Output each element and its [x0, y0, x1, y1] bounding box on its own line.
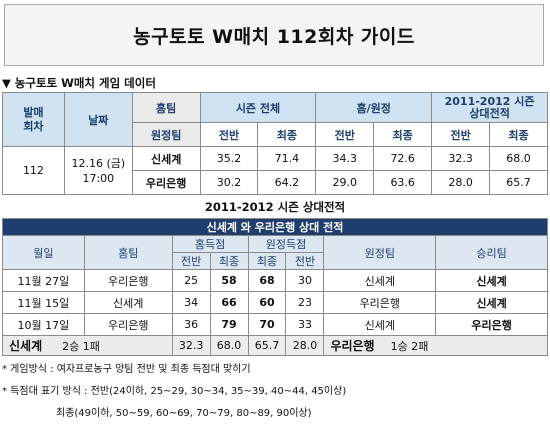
away-team-name: 우리은행 [131, 170, 201, 195]
row-away-final: 70 [247, 313, 287, 336]
summary-team-left: 신세계 [9, 339, 43, 353]
table-row: 11월 15일 신세계 34 66 60 23 우리은행 신세계 [2, 291, 548, 314]
home-h2h-final: 68.0 [489, 146, 548, 171]
row-winner: 신세계 [435, 269, 548, 292]
summary-row: 신세계 2승 1패 32.3 68.0 65.7 28.0 우리은행 1승 2패 [2, 335, 548, 356]
row-home-final: 66 [209, 291, 249, 314]
row-home-first: 25 [171, 269, 211, 292]
row-away: 우리은행 [323, 291, 437, 314]
summary-v2: 68.0 [209, 335, 249, 356]
row-winner: 우리은행 [435, 313, 548, 336]
row-home: 우리은행 [83, 313, 173, 336]
home-season-first: 35.2 [199, 146, 259, 171]
summary-v4: 28.0 [285, 335, 325, 356]
home-ha-final: 72.6 [373, 146, 433, 171]
row-date: 11월 27일 [2, 269, 85, 292]
header-h2h: 2011-2012 시즌 상대전적 [431, 92, 548, 123]
away-h2h-first: 28.0 [431, 170, 491, 195]
row-home-final: 58 [209, 269, 249, 292]
header-date: 날짜 [63, 92, 133, 147]
game-datetime: 12.16 (금) 17:00 [63, 146, 133, 195]
away-ha-first: 29.0 [315, 170, 375, 195]
row-away: 신세계 [323, 269, 437, 292]
header-season: 시즌 전체 [199, 92, 317, 123]
label-final: 최종 [209, 252, 249, 270]
away-ha-final: 63.6 [373, 170, 433, 195]
h2h-banner: 신세계 와 우리은행 상대 전적 [2, 218, 548, 236]
row-winner: 신세계 [435, 291, 548, 314]
col-winner: 승리팀 [435, 235, 548, 270]
summary-right: 우리은행 1승 2패 [323, 335, 548, 356]
summary-v3: 65.7 [247, 335, 287, 356]
col-date: 월일 [2, 235, 85, 270]
col-home: 홈팀 [83, 235, 173, 270]
notes: * 게임방식 : 여자프로농구 양팀 전반 및 최종 득점대 맞히기 * 득점대… [2, 359, 346, 425]
header-home-team: 홈팀 [131, 92, 201, 123]
away-season-final: 64.2 [257, 170, 317, 195]
row-home-first: 34 [171, 291, 211, 314]
summary-team-right: 우리은행 [330, 339, 375, 353]
game-data-table: 발매 회차 날짜 홈팀 시즌 전체 홈/원정 2011-2012 시즌 상대전적… [2, 92, 548, 195]
label-final: 최종 [373, 122, 433, 147]
row-away-final: 60 [247, 291, 287, 314]
header-home-away: 홈/원정 [315, 92, 433, 123]
row-home-final: 79 [209, 313, 249, 336]
row-away-first: 23 [285, 291, 325, 314]
label-final: 최종 [489, 122, 548, 147]
label-final: 최종 [257, 122, 317, 147]
label-first-half: 전반 [285, 252, 325, 270]
row-home: 신세계 [83, 291, 173, 314]
home-h2h-first: 32.3 [431, 146, 491, 171]
row-away: 신세계 [323, 313, 437, 336]
h2h-heading: 2011-2012 시즌 상대전적 [204, 200, 346, 214]
summary-left: 신세계 2승 1패 [2, 335, 173, 356]
label-final: 최종 [247, 252, 287, 270]
row-away-first: 30 [285, 269, 325, 292]
away-season-first: 30.2 [199, 170, 259, 195]
game-date: 12.16 (금) [71, 156, 126, 170]
row-date: 10월 17일 [2, 313, 85, 336]
game-data-heading: ▼ 농구토토 W매치 게임 데이터 [2, 76, 156, 90]
note-score-format: * 득점대 표기 방식 : 전반(24이하, 25~29, 30~34, 35~… [2, 386, 347, 397]
h2h-table: 신세계 와 우리은행 상대 전적 월일 홈팀 홈득점 원정득점 원정팀 승리팀 … [2, 218, 548, 356]
header-away-team: 원정팀 [131, 122, 201, 147]
row-away-first: 33 [285, 313, 325, 336]
game-time: 17:00 [82, 171, 115, 185]
label-first-half: 전반 [171, 252, 211, 270]
page-title: 농구토토 W매치 112회차 가이드 [4, 4, 544, 66]
summary-v1: 32.3 [171, 335, 211, 356]
label-first-half: 전반 [315, 122, 375, 147]
home-season-final: 71.4 [257, 146, 317, 171]
col-home-score: 홈득점 [171, 235, 249, 253]
label-first-half: 전반 [199, 122, 259, 147]
col-away: 원정팀 [323, 235, 437, 270]
home-ha-first: 34.3 [315, 146, 375, 171]
row-date: 11월 15일 [2, 291, 85, 314]
row-away-final: 68 [247, 269, 287, 292]
label-first-half: 전반 [431, 122, 491, 147]
row-home: 우리은행 [83, 269, 173, 292]
note-game-method: * 게임방식 : 여자프로농구 양팀 전반 및 최종 득점대 맞히기 [2, 364, 251, 375]
summary-record-right: 1승 2패 [390, 340, 429, 353]
away-h2h-final: 65.7 [489, 170, 548, 195]
table-row: 11월 27일 우리은행 25 58 68 30 신세계 신세계 [2, 269, 548, 292]
col-away-score: 원정득점 [247, 235, 325, 253]
note-final-format: 최종(49이하, 50~59, 60~69, 70~79, 80~89, 90이… [56, 408, 312, 419]
summary-record-left: 2승 1패 [62, 340, 100, 353]
table-row: 10월 17일 우리은행 36 79 70 33 신세계 우리은행 [2, 313, 548, 336]
round-number: 112 [2, 146, 65, 195]
header-round: 발매 회차 [2, 92, 65, 147]
row-home-first: 36 [171, 313, 211, 336]
home-team-name: 신세계 [131, 146, 201, 171]
